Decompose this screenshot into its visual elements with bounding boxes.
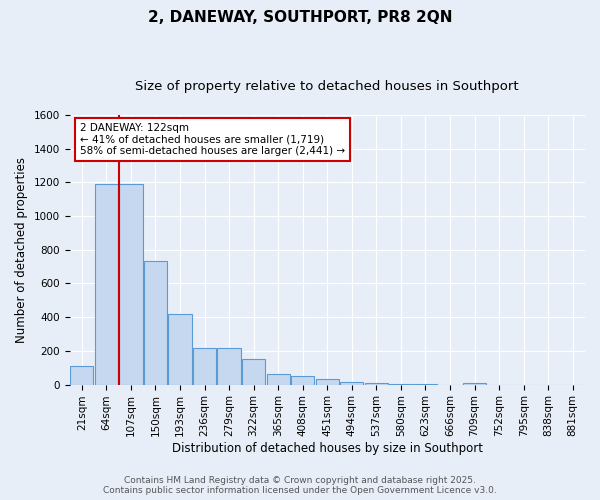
Bar	[242, 360, 265, 384]
Bar	[169, 314, 191, 384]
Bar	[266, 374, 290, 384]
Bar	[365, 383, 388, 384]
Bar	[340, 382, 364, 384]
Text: Contains HM Land Registry data © Crown copyright and database right 2025.
Contai: Contains HM Land Registry data © Crown c…	[103, 476, 497, 495]
Bar	[95, 184, 118, 384]
Bar	[291, 376, 314, 384]
Text: 2 DANEWAY: 122sqm
← 41% of detached houses are smaller (1,719)
58% of semi-detac: 2 DANEWAY: 122sqm ← 41% of detached hous…	[80, 123, 345, 156]
Bar	[316, 378, 339, 384]
Bar	[119, 184, 143, 384]
Bar	[217, 348, 241, 384]
Bar	[144, 261, 167, 384]
Text: 2, DANEWAY, SOUTHPORT, PR8 2QN: 2, DANEWAY, SOUTHPORT, PR8 2QN	[148, 10, 452, 25]
Y-axis label: Number of detached properties: Number of detached properties	[15, 157, 28, 343]
Title: Size of property relative to detached houses in Southport: Size of property relative to detached ho…	[136, 80, 519, 93]
Bar	[70, 366, 94, 384]
Bar	[193, 348, 216, 385]
Bar	[463, 382, 486, 384]
X-axis label: Distribution of detached houses by size in Southport: Distribution of detached houses by size …	[172, 442, 483, 455]
